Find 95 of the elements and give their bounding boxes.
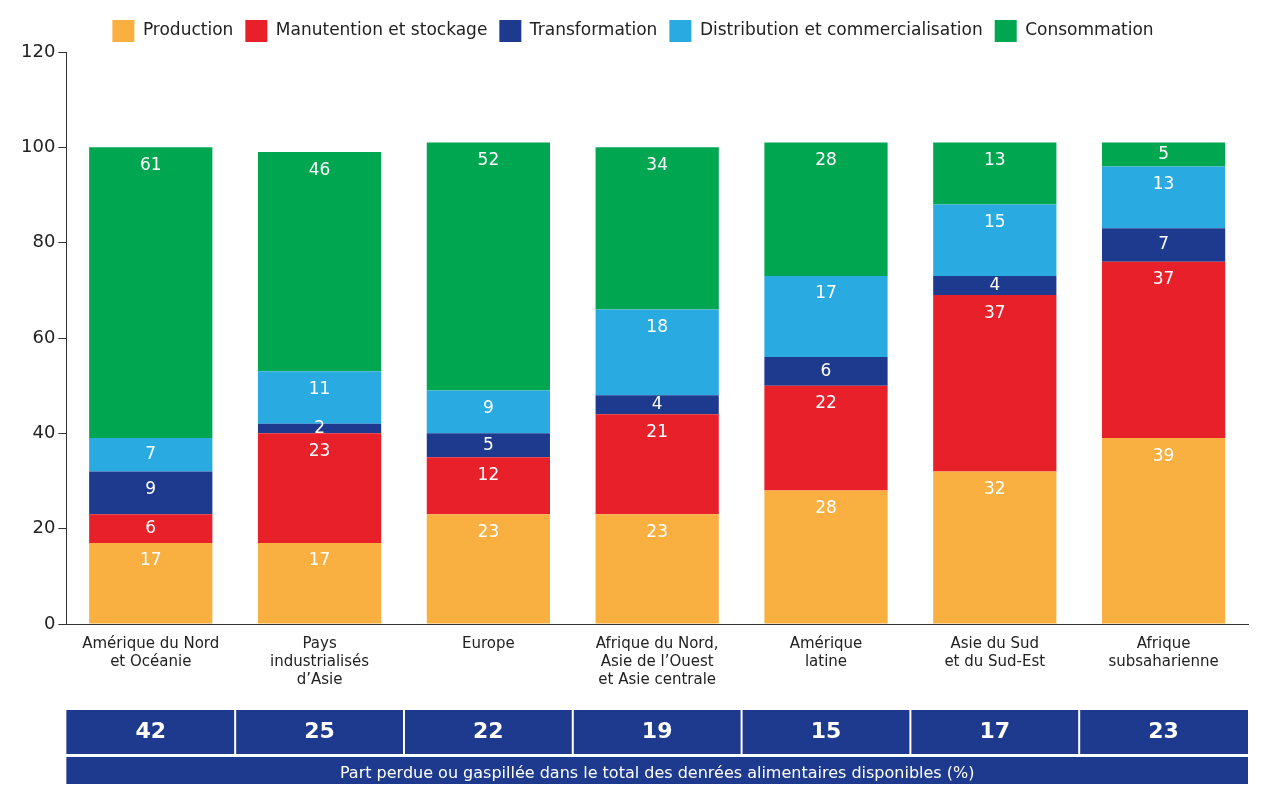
x-tick-label: Afrique du Nord, Asie de l’Ouest et Asie centrale [595, 633, 719, 688]
text: 42 [135, 717, 167, 743]
data-label: 23 [308, 439, 331, 460]
bar [89, 147, 213, 439]
bar [426, 457, 550, 515]
data-label: 61 [139, 153, 162, 174]
bar [595, 309, 719, 396]
text: 19 [641, 717, 673, 743]
bar [1101, 166, 1226, 229]
data-label: 13 [983, 148, 1006, 169]
legend-label: Transformation [528, 19, 658, 40]
bar [89, 438, 213, 472]
bar [595, 414, 719, 515]
data-label: 7 [145, 443, 157, 464]
y-tick-label: 20 [32, 516, 56, 538]
bar [426, 390, 550, 434]
bar [1101, 438, 1226, 624]
bar [764, 276, 888, 358]
data-label: 17 [815, 282, 837, 303]
bar [89, 514, 213, 543]
data-label: 32 [983, 477, 1006, 498]
data-label: 9 [482, 396, 494, 417]
y-tick-label: 40 [32, 421, 56, 443]
y-tick-label: 60 [32, 325, 56, 347]
bar [257, 433, 382, 543]
bar [1101, 142, 1226, 167]
data-label: 9 [145, 477, 157, 498]
data-label: 15 [983, 210, 1006, 231]
bar [426, 514, 550, 624]
x-tick-label: Europe [462, 633, 515, 652]
data-label: 5 [1158, 142, 1170, 163]
data-label: 52 [477, 148, 500, 169]
y-tick-label: 80 [32, 230, 56, 252]
legend-label: Production [142, 19, 234, 40]
bar [595, 514, 719, 624]
text: 17 [979, 717, 1011, 743]
data-label: 12 [477, 463, 500, 484]
x-tick-label: Amérique latine [789, 633, 863, 670]
data-label: 28 [815, 496, 837, 517]
bar [933, 471, 1057, 624]
data-label: 6 [820, 359, 832, 380]
data-label: 4 [989, 273, 1001, 294]
bar [764, 385, 888, 491]
data-label: 2 [314, 416, 325, 437]
y-tick-label: 120 [21, 39, 56, 61]
bar [933, 276, 1057, 296]
bar [595, 395, 719, 415]
x-tick-label: Amérique du Nord et Océanie [82, 633, 220, 670]
data-label: 23 [477, 520, 500, 541]
bar [426, 433, 550, 458]
data-label: 37 [983, 301, 1006, 322]
bar [89, 542, 213, 624]
text: 22 [473, 717, 504, 743]
bar [1101, 228, 1226, 262]
text: 25 [304, 717, 335, 743]
data-label: 34 [646, 153, 668, 174]
x-tick-label: Afrique subsaharienne [1108, 633, 1219, 670]
legend-label: Consommation [1025, 19, 1154, 40]
legend-label: Manutention et stockage [275, 19, 488, 40]
data-label: 37 [1152, 268, 1175, 289]
data-label: 18 [646, 315, 668, 336]
bar [764, 142, 888, 277]
bar [89, 471, 213, 515]
data-label: 21 [646, 420, 668, 441]
bar [257, 542, 382, 624]
data-label: 13 [1152, 172, 1175, 193]
data-label: 46 [308, 158, 331, 179]
data-label: 4 [651, 393, 663, 414]
bar [933, 142, 1057, 205]
bar [1101, 261, 1226, 439]
data-label: 11 [308, 377, 331, 398]
text: 23 [1148, 717, 1179, 743]
text: Part perdue ou gaspillée dans le total des denrées alimentaires disponibles (%) [339, 763, 975, 783]
bar [764, 357, 888, 386]
bar [933, 204, 1057, 277]
y-tick-label: 100 [21, 135, 56, 157]
x-tick-label: Asie du Sud et du Sud-Est [944, 633, 1046, 670]
data-label: 28 [815, 148, 837, 169]
data-label: 22 [815, 392, 837, 413]
data-label: 17 [308, 549, 331, 570]
legend-label: Distribution et commercialisation [699, 19, 983, 40]
data-label: 39 [1152, 444, 1175, 465]
data-label: 7 [1158, 233, 1170, 254]
bar [764, 490, 888, 624]
x-tick-label: Pays industrialisés d’Asie [270, 633, 370, 688]
data-label: 6 [145, 517, 157, 538]
bar [426, 142, 550, 391]
bar [595, 147, 719, 310]
y-tick-label: 0 [43, 611, 56, 633]
bar [933, 295, 1057, 472]
data-label: 23 [646, 520, 668, 541]
bar [257, 152, 382, 372]
data-label: 17 [139, 549, 162, 570]
text: 15 [810, 717, 842, 743]
data-label: 5 [482, 433, 494, 454]
